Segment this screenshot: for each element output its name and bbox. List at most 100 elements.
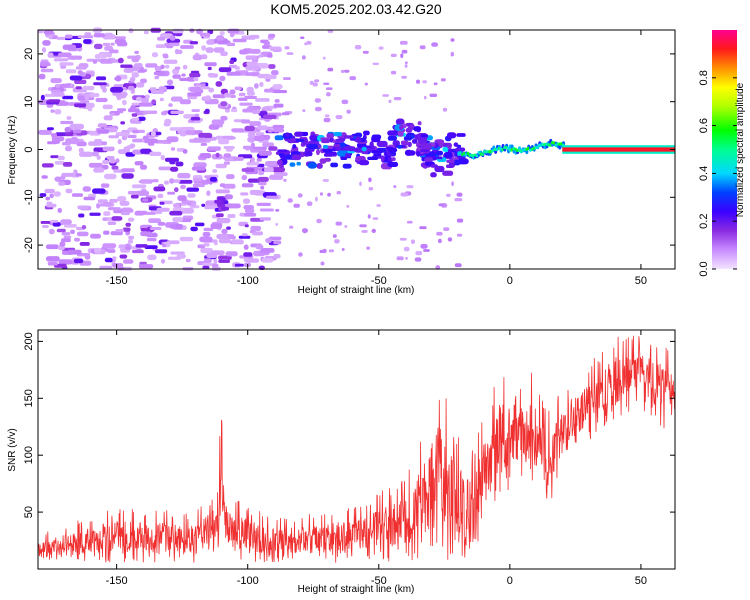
spectrogram-cell [47,141,58,145]
spectrogram-cell [409,123,415,130]
spectrogram-cell [100,183,110,188]
spectrogram-cell [63,235,72,239]
spectrogram-cell [71,193,83,197]
spectrogram-cell [102,243,117,249]
spectrogram-cell [148,218,162,223]
spectrogram-cell [165,64,170,69]
spectrogram-cell [137,116,146,121]
spectrogram-cell [121,168,135,173]
spectrogram-cell [99,265,113,270]
spectrogram-cell [247,136,256,143]
spectrogram-cell [212,94,226,99]
spectrogram-cell [51,133,57,138]
spectrogram-cell [249,121,262,127]
spectrogram-cell [266,195,279,199]
spectrogram-cell [309,134,317,141]
snr-line [37,335,676,563]
spectrogram-cell [177,173,191,179]
spectrogram-cell [61,238,71,243]
spectrogram-cell [448,162,455,168]
spectrogram-cell [255,244,264,250]
spectrogram-marks [38,27,675,271]
spectrogram-cell [456,192,463,197]
spectrogram-cell [404,61,408,64]
spectrogram-cell [194,222,205,227]
spectrogram-cell [241,119,251,124]
spectrogram-cell [102,104,113,110]
spectrogram-cell [74,237,80,242]
spectrogram-cell [193,162,207,168]
spectrogram-cell [466,151,470,155]
spectrogram-cell [102,160,110,164]
spectrogram-cell [274,99,280,103]
spectrogram-cell [199,153,212,159]
spectrogram-cell [246,161,259,166]
spectrogram-cell [102,202,112,207]
spectrogram-cell [164,180,169,185]
spectrogram-cell [108,135,119,139]
spectrogram-cell [219,31,225,36]
spectrogram-cell [149,227,162,230]
spectrogram-cell [111,216,123,221]
spectrogram-cell [246,258,259,263]
spectrogram-cell [223,92,232,98]
spectrogram-cell [243,257,250,263]
spectrogram-cell [221,228,228,235]
snr-frame [37,329,676,570]
spectrogram-cell [416,150,421,157]
spectrogram-cell [180,184,186,190]
spectrogram-cell [65,145,72,152]
spectrogram-cell [306,40,312,45]
spectrogram-cell [273,103,284,108]
spectrogram-cell [128,217,135,222]
spectrogram-cell [228,234,234,238]
spectrogram-cell [70,55,82,60]
spectrogram-cell [359,181,362,186]
spectrogram-cell [314,79,320,83]
spectrogram-cell [175,161,184,167]
spectrogram-cell [400,192,409,197]
spectrogram-cell [303,228,306,234]
spectrogram-cell [103,230,110,235]
spectrogram-cell [181,73,186,77]
spectrogram-cell [259,217,271,221]
spectrogram-cell [83,196,96,201]
spectrogram-cell [144,138,159,144]
spectrogram-cell [417,137,428,144]
spectrogram-cell [88,141,102,146]
spectrogram-cell [212,169,218,173]
spectrogram-cell [41,47,47,53]
spectrogram-cell [86,58,101,62]
spectrogram-cell [326,87,333,90]
spectrogram-cell [93,82,107,86]
spectrogram-cell [257,163,265,168]
colorbar-tick-label: 0.0 [698,261,710,276]
spectrogram-cell [256,157,262,162]
spectrogram-cell [193,77,199,82]
spectrogram-cell [263,114,277,119]
spectrogram-cell [298,252,303,257]
spectrogram-cell [220,101,228,107]
spectrogram-cell [199,32,211,37]
snr-axes: -150 -100 -50 0 50 50 100 150 200 [23,330,675,587]
spectrogram-cell [65,69,77,74]
spectrogram-cell [226,226,231,230]
spectrogram-ytick-label: 0 [23,146,35,152]
spectrogram-cell [401,49,408,54]
spectrogram-cell [283,77,291,80]
spectrogram-cell [219,75,226,82]
spectrogram-cell [127,55,139,59]
spectrogram-cell [114,38,126,45]
spectrogram-cell [127,191,139,195]
spectrogram-cell [481,152,484,156]
spectrogram-cell [203,258,212,263]
spectrogram-cell [191,109,200,112]
spectrogram-cell [63,224,77,228]
spectrogram-cell [62,162,73,167]
spectrogram-cell [284,46,290,50]
spectrogram-cell [57,207,62,213]
spectrogram-cell [291,154,302,161]
snr-ylabel: SNR (v/v) [7,428,18,471]
spectrogram-cell [67,249,82,255]
spectrogram-cell [140,78,147,84]
